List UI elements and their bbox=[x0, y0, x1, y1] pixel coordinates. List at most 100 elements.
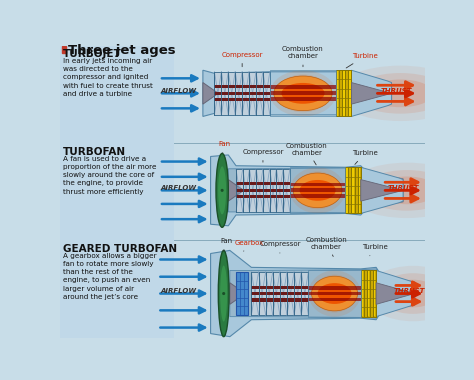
Bar bbox=[263, 169, 270, 212]
Bar bbox=[236, 169, 243, 212]
Bar bbox=[362, 271, 363, 316]
Bar bbox=[346, 168, 347, 213]
Ellipse shape bbox=[282, 78, 325, 108]
Text: A gearbox allows a bigger
fan to rotate more slowly
than the rest of the
engine,: A gearbox allows a bigger fan to rotate … bbox=[63, 253, 156, 300]
Ellipse shape bbox=[335, 66, 466, 121]
Text: AIRFLOW: AIRFLOW bbox=[160, 185, 196, 191]
Ellipse shape bbox=[311, 276, 357, 311]
Bar bbox=[256, 169, 263, 212]
Bar bbox=[290, 182, 346, 186]
Bar bbox=[242, 72, 249, 115]
Ellipse shape bbox=[304, 179, 331, 202]
Ellipse shape bbox=[286, 82, 319, 105]
Bar bbox=[301, 272, 309, 315]
Bar bbox=[336, 70, 352, 116]
Ellipse shape bbox=[276, 74, 330, 112]
Text: A fan is used to drive a
proportion of the air more
slowly around the core of
th: A fan is used to drive a proportion of t… bbox=[63, 156, 156, 195]
Bar bbox=[346, 71, 347, 116]
Bar bbox=[287, 272, 294, 315]
Ellipse shape bbox=[321, 282, 347, 305]
Bar bbox=[290, 188, 346, 192]
Bar bbox=[273, 272, 280, 315]
Bar bbox=[270, 169, 276, 212]
Polygon shape bbox=[210, 155, 403, 226]
Text: TURBOFAN: TURBOFAN bbox=[63, 147, 126, 157]
Ellipse shape bbox=[220, 266, 227, 321]
Bar bbox=[236, 272, 248, 315]
Bar bbox=[265, 272, 273, 315]
Bar bbox=[270, 97, 336, 101]
Ellipse shape bbox=[220, 189, 224, 192]
Polygon shape bbox=[361, 180, 403, 201]
Ellipse shape bbox=[270, 70, 336, 116]
Text: Fan: Fan bbox=[220, 238, 232, 251]
Bar bbox=[349, 71, 351, 116]
Bar bbox=[236, 182, 290, 185]
Polygon shape bbox=[352, 82, 392, 104]
Bar bbox=[270, 86, 336, 89]
Ellipse shape bbox=[300, 180, 336, 201]
Bar bbox=[256, 72, 263, 115]
Bar bbox=[61, 241, 174, 338]
Ellipse shape bbox=[216, 154, 228, 227]
Text: GEARED TURBOFAN: GEARED TURBOFAN bbox=[63, 244, 177, 254]
Ellipse shape bbox=[313, 275, 356, 312]
Text: Compressor: Compressor bbox=[259, 241, 301, 253]
Bar bbox=[236, 189, 290, 192]
Bar bbox=[249, 72, 256, 115]
Polygon shape bbox=[203, 70, 392, 116]
Ellipse shape bbox=[293, 173, 342, 208]
Text: Compressor: Compressor bbox=[221, 52, 263, 67]
Text: Turbine: Turbine bbox=[352, 150, 377, 165]
Text: Turbine: Turbine bbox=[362, 244, 387, 256]
Bar bbox=[251, 285, 309, 289]
Ellipse shape bbox=[282, 83, 325, 104]
Bar bbox=[352, 168, 354, 213]
Bar bbox=[270, 70, 336, 116]
Text: AIRFLOW: AIRFLOW bbox=[160, 288, 196, 294]
Bar bbox=[62, 46, 66, 53]
Bar bbox=[361, 271, 376, 317]
Bar bbox=[290, 194, 346, 198]
Text: Three jet ages: Three jet ages bbox=[68, 44, 176, 57]
Ellipse shape bbox=[377, 273, 449, 314]
Text: Fan: Fan bbox=[219, 141, 230, 153]
Bar bbox=[236, 169, 290, 212]
Text: AIRFLOW: AIRFLOW bbox=[160, 88, 196, 94]
Ellipse shape bbox=[219, 250, 229, 337]
Bar bbox=[283, 169, 290, 212]
Bar bbox=[214, 72, 270, 115]
Ellipse shape bbox=[290, 167, 346, 214]
Bar bbox=[276, 169, 283, 212]
Bar bbox=[349, 168, 351, 213]
Ellipse shape bbox=[295, 171, 340, 209]
Polygon shape bbox=[230, 283, 245, 304]
Text: Combustion
chamber: Combustion chamber bbox=[286, 143, 328, 165]
Text: Gearbox: Gearbox bbox=[235, 240, 264, 251]
Bar bbox=[235, 72, 242, 115]
Bar bbox=[251, 272, 309, 315]
Ellipse shape bbox=[318, 279, 352, 309]
Ellipse shape bbox=[222, 292, 225, 295]
Bar bbox=[358, 168, 360, 213]
Bar bbox=[270, 92, 336, 95]
Bar bbox=[249, 169, 256, 212]
Bar bbox=[251, 298, 309, 302]
Bar bbox=[290, 167, 346, 214]
Text: THRUST: THRUST bbox=[393, 288, 425, 294]
Bar bbox=[309, 298, 361, 301]
Bar bbox=[228, 72, 235, 115]
Polygon shape bbox=[361, 167, 403, 214]
Bar bbox=[309, 286, 361, 290]
Bar bbox=[251, 292, 309, 295]
Bar bbox=[368, 271, 369, 316]
Ellipse shape bbox=[309, 271, 361, 317]
Polygon shape bbox=[376, 271, 415, 317]
Polygon shape bbox=[230, 269, 381, 318]
Bar bbox=[309, 271, 361, 317]
Bar bbox=[251, 272, 258, 315]
Text: THRUST: THRUST bbox=[381, 88, 412, 94]
Ellipse shape bbox=[218, 166, 226, 214]
Bar bbox=[214, 86, 270, 89]
Ellipse shape bbox=[352, 73, 449, 114]
